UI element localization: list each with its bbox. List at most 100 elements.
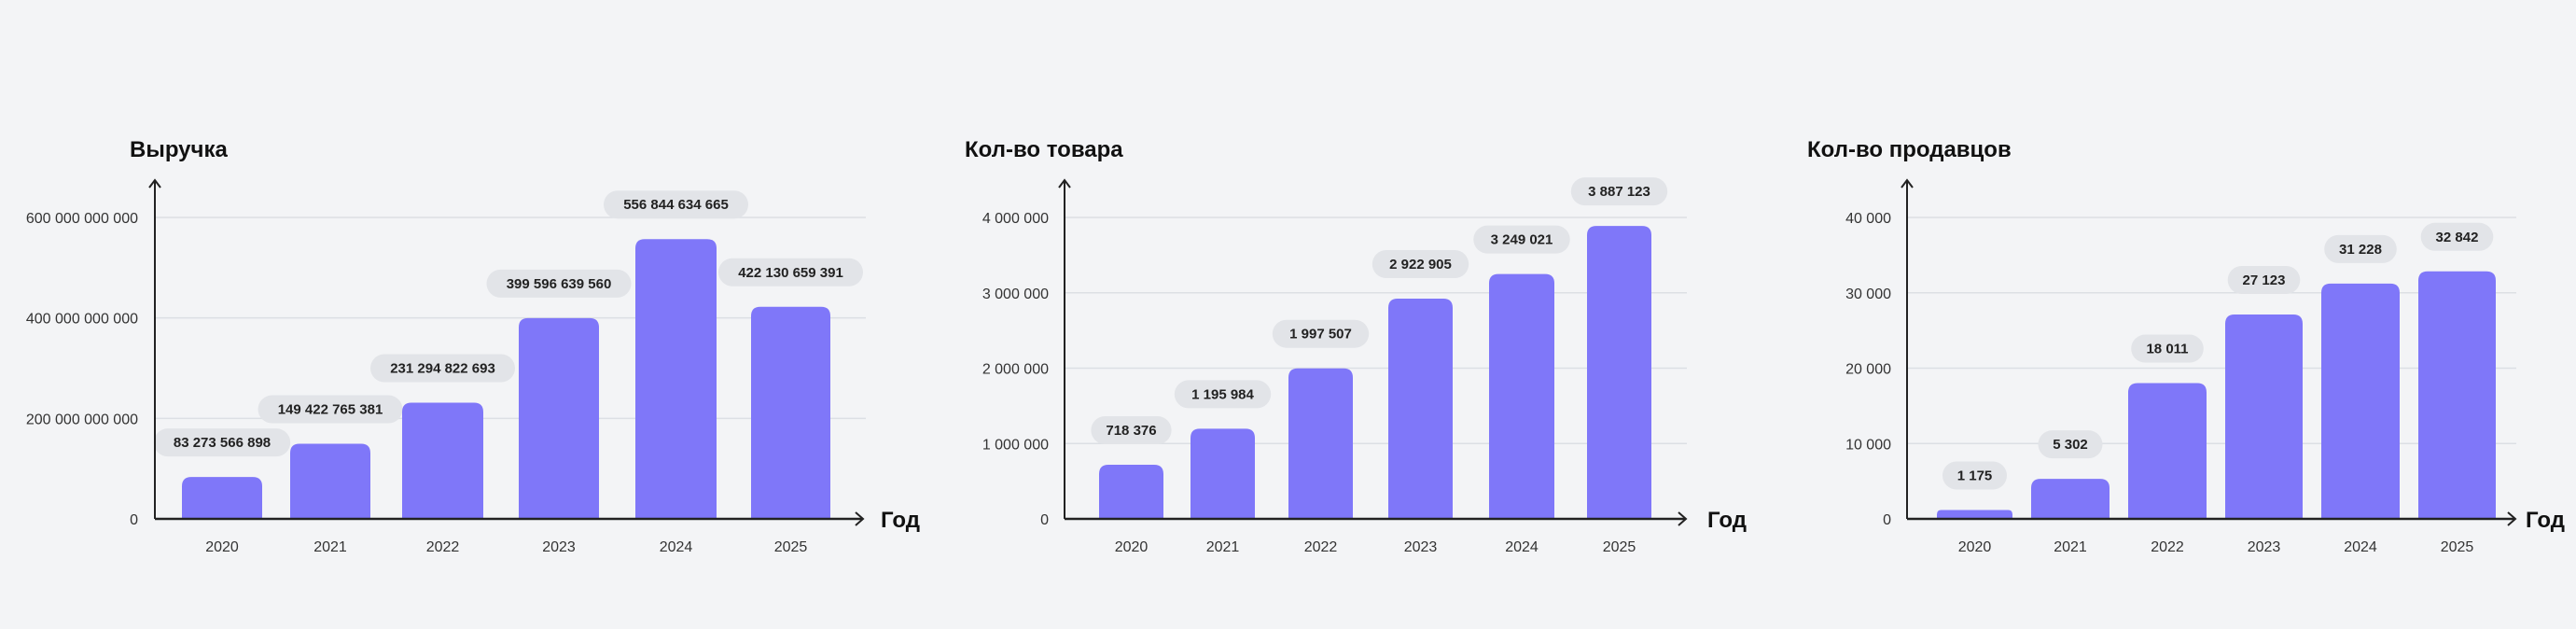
chart-3: Кол-во продавцов 0 10 000 20 000 30 000 40 00… — [1807, 137, 2565, 555]
bar-2022 — [1288, 368, 1353, 519]
chart-2: Кол-во товара 0 1 000 000 2 000 000 3 000 00… — [965, 137, 1747, 555]
y-axis-arrow-icon — [1901, 178, 1914, 189]
data-label: 149 422 765 381 — [278, 402, 383, 418]
x-tick-label: 2023 — [1404, 539, 1438, 555]
x-tick-label: 2025 — [2441, 539, 2474, 555]
value-pill — [1372, 249, 1469, 278]
bar-2020 — [182, 477, 262, 519]
y-tick-label: 20 000 — [1845, 362, 1891, 378]
y-tick-label: 1 000 000 — [982, 437, 1049, 453]
y-tick-label: 40 000 — [1845, 211, 1891, 227]
bar-2025 — [751, 306, 830, 519]
data-label: 231 294 822 693 — [390, 360, 495, 376]
data-label: 31 228 — [2339, 242, 2382, 258]
y-tick-label: 0 — [1040, 512, 1049, 528]
bar-2023 — [2225, 314, 2303, 519]
y-tick-label: 4 000 000 — [982, 211, 1049, 227]
data-label: 32 842 — [2436, 230, 2479, 245]
x-axis-arrow-icon — [2507, 511, 2517, 526]
data-label: 1 195 984 — [1191, 386, 1254, 402]
data-label: 718 376 — [1106, 423, 1156, 439]
value-pill — [370, 354, 515, 383]
x-tick-label: 2024 — [1505, 539, 1539, 555]
x-axis-label: Год — [1707, 508, 1747, 533]
chart-title: Выручка — [130, 137, 228, 162]
bar-2022 — [402, 402, 483, 519]
y-tick-label: 10 000 — [1845, 437, 1891, 453]
x-tick-label: 2024 — [660, 539, 693, 555]
value-pill — [2324, 234, 2397, 263]
y-axis-arrow-icon — [1058, 178, 1071, 189]
x-axis-arrow-icon — [1678, 511, 1688, 526]
value-pill — [2227, 265, 2301, 294]
x-tick-label: 2021 — [313, 539, 347, 555]
y-tick-label: 0 — [130, 512, 138, 528]
data-label: 5 302 — [2053, 437, 2088, 453]
bar-2025 — [2418, 271, 2496, 519]
data-label: 2 922 905 — [1389, 257, 1452, 273]
bar-2020 — [1937, 510, 2012, 519]
bar-2023 — [1388, 298, 1453, 519]
x-tick-label: 2025 — [774, 539, 808, 555]
value-pill — [1091, 415, 1172, 444]
x-tick-label: 2024 — [2344, 539, 2377, 555]
value-pill — [1570, 177, 1668, 206]
data-label: 1 175 — [1957, 468, 1993, 484]
value-pill — [258, 395, 403, 424]
value-pill — [1272, 319, 1370, 348]
data-label: 18 011 — [2146, 342, 2188, 357]
value-pill — [2131, 334, 2204, 363]
bar-2020 — [1099, 464, 1163, 519]
chart-title: Кол-во товара — [965, 137, 1123, 162]
y-tick-label: 200 000 000 000 — [26, 412, 138, 427]
y-tick-label: 30 000 — [1845, 287, 1891, 302]
data-label: 3 249 021 — [1491, 232, 1553, 248]
y-tick-label: 0 — [1883, 512, 1891, 528]
bar-2022 — [2128, 383, 2207, 519]
bar-2023 — [519, 317, 599, 519]
data-label: 3 887 123 — [1588, 184, 1650, 200]
value-pill — [2038, 430, 2103, 459]
bar-2021 — [290, 443, 370, 519]
y-tick-label: 400 000 000 000 — [26, 312, 138, 328]
x-tick-label: 2020 — [1115, 539, 1149, 555]
x-axis-arrow-icon — [855, 511, 865, 526]
value-pill — [486, 269, 632, 298]
x-tick-label: 2022 — [1304, 539, 1338, 555]
data-label: 556 844 634 665 — [623, 197, 729, 213]
x-tick-label: 2022 — [2151, 539, 2184, 555]
y-axis-arrow-icon — [148, 178, 161, 189]
bar-2024 — [2321, 283, 2400, 519]
bar-2024 — [635, 239, 717, 519]
x-tick-label: 2023 — [2248, 539, 2281, 555]
x-tick-label: 2020 — [205, 539, 239, 555]
y-tick-label: 600 000 000 000 — [26, 211, 138, 227]
value-pill — [2420, 222, 2494, 251]
value-pill — [1942, 461, 2007, 490]
x-tick-label: 2022 — [426, 539, 460, 555]
data-label: 399 596 639 560 — [507, 276, 612, 292]
bar-2025 — [1587, 226, 1651, 520]
value-pill — [1174, 380, 1272, 409]
x-tick-label: 2020 — [1958, 539, 1992, 555]
data-label: 27 123 — [2243, 273, 2286, 288]
y-tick-label: 2 000 000 — [982, 362, 1049, 378]
x-tick-label: 2021 — [1206, 539, 1240, 555]
data-label: 422 130 659 391 — [738, 265, 843, 281]
x-axis-label: Год — [2526, 508, 2565, 533]
chart-1: Выручка 0 200 000 000 000 400 000 000 000 60… — [26, 137, 920, 555]
bar-2021 — [2031, 479, 2110, 519]
y-tick-label: 3 000 000 — [982, 287, 1049, 302]
bar-2021 — [1191, 428, 1255, 519]
data-label: 83 273 566 898 — [174, 435, 271, 451]
value-pill — [604, 190, 748, 219]
value-pill — [153, 428, 291, 457]
data-label: 1 997 507 — [1289, 327, 1352, 342]
value-pill — [718, 258, 863, 287]
x-tick-label: 2023 — [542, 539, 576, 555]
x-tick-label: 2025 — [1603, 539, 1636, 555]
chart-title: Кол-во продавцов — [1807, 137, 2012, 162]
value-pill — [1473, 225, 1570, 254]
bar-2024 — [1489, 273, 1554, 519]
